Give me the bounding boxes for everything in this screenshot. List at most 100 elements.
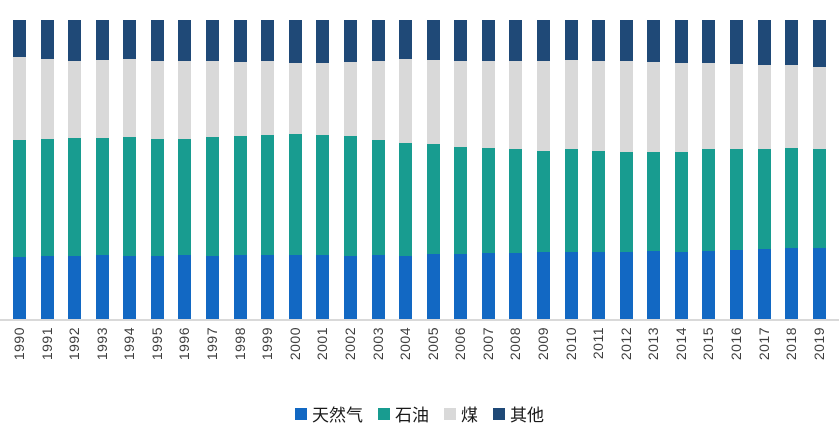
segment-oil [371, 139, 385, 256]
x-tick-label: 2018 [783, 327, 800, 361]
x-tick-2004: 2004 [397, 327, 413, 387]
x-tick-1994: 1994 [121, 327, 137, 387]
segment-oil [40, 138, 54, 257]
segment-oil [647, 152, 661, 252]
x-tick-label: 1992 [66, 327, 83, 361]
segment-coal [288, 62, 302, 134]
segment-other [647, 20, 661, 62]
bar-2003 [371, 20, 385, 319]
x-tick-label: 2000 [286, 327, 303, 361]
segment-coal [371, 60, 385, 140]
x-tick-label: 2016 [728, 327, 745, 361]
segment-other [730, 20, 744, 64]
segment-gas [178, 255, 192, 319]
segment-oil [812, 148, 826, 249]
bar-1991 [40, 20, 54, 319]
x-tick-2017: 2017 [755, 327, 772, 387]
segment-coal [509, 60, 523, 149]
segment-oil [426, 144, 440, 255]
segment-coal [647, 61, 661, 153]
segment-other [343, 20, 357, 62]
x-tick-label: 1997 [204, 327, 221, 361]
segment-gas [647, 251, 661, 319]
segment-coal [536, 60, 550, 151]
x-tick-label: 2017 [755, 327, 772, 361]
segment-gas [564, 252, 578, 319]
x-tick-label: 1996 [176, 327, 193, 361]
segment-other [812, 20, 826, 67]
segment-other [371, 20, 385, 61]
segment-other [785, 20, 799, 65]
segment-other [40, 20, 54, 59]
segment-oil [178, 138, 192, 256]
x-tick-2013: 2013 [645, 327, 662, 387]
segment-gas [536, 252, 550, 319]
segment-oil [592, 150, 606, 253]
segment-oil [399, 142, 413, 257]
legend-label: 煤 [461, 406, 478, 425]
segment-gas [288, 255, 302, 319]
segment-gas [481, 253, 495, 319]
segment-coal [454, 60, 468, 147]
segment-other [68, 20, 82, 61]
segment-gas [757, 249, 771, 319]
segment-other [123, 20, 137, 59]
x-tick-2009: 2009 [535, 327, 551, 387]
x-tick-2014: 2014 [673, 327, 689, 387]
segment-oil [343, 135, 357, 257]
segment-oil [674, 152, 688, 252]
x-tick-2011: 2011 [590, 327, 606, 387]
bar-2005 [426, 20, 440, 319]
bar-2002 [343, 20, 357, 319]
legend-label: 其他 [510, 406, 544, 425]
legend-item-coal: 煤 [444, 401, 478, 426]
x-tick-2006: 2006 [452, 327, 469, 387]
x-tick-label: 1999 [259, 327, 276, 361]
x-tick-1990: 1990 [11, 327, 27, 387]
segment-coal [702, 62, 716, 150]
x-tick-2002: 2002 [341, 327, 358, 387]
segment-oil [261, 134, 275, 256]
x-tick-1997: 1997 [204, 327, 221, 387]
x-tick-label: 2012 [617, 327, 634, 361]
bar-1995 [150, 20, 164, 319]
x-tick-2005: 2005 [425, 327, 441, 387]
bar-1994 [123, 20, 137, 319]
segment-gas [233, 255, 247, 319]
segment-gas [343, 256, 357, 319]
segment-gas [261, 255, 275, 319]
segment-oil [150, 138, 164, 257]
bar-2006 [454, 20, 468, 319]
segment-coal [812, 66, 826, 149]
segment-other [206, 20, 220, 61]
x-tick-label: 2007 [479, 327, 496, 361]
segment-gas [371, 255, 385, 319]
x-tick-label: 2013 [645, 327, 662, 361]
segment-other [261, 20, 275, 61]
x-tick-2008: 2008 [507, 327, 523, 387]
x-tick-label: 2002 [341, 327, 358, 361]
segment-other [536, 20, 550, 61]
segment-other [757, 20, 771, 65]
segment-gas [150, 256, 164, 319]
segment-coal [592, 60, 606, 151]
segment-other [619, 20, 633, 61]
x-tick-2018: 2018 [783, 327, 800, 387]
x-tick-label: 1990 [11, 327, 27, 361]
bar-1993 [95, 20, 109, 319]
segment-oil [233, 135, 247, 256]
segment-gas [95, 255, 109, 319]
segment-other [592, 20, 606, 61]
x-tick-2016: 2016 [728, 327, 745, 387]
segment-coal [426, 59, 440, 145]
segment-other [233, 20, 247, 62]
bar-2010 [564, 20, 578, 319]
segment-coal [13, 56, 26, 140]
segment-coal [150, 60, 164, 139]
bar-1999 [261, 20, 275, 319]
bar-1990 [13, 20, 26, 319]
bar-2007 [481, 20, 495, 319]
x-tick-label: 1991 [38, 327, 55, 361]
bar-2015 [702, 20, 716, 319]
x-tick-label: 2006 [452, 327, 469, 361]
